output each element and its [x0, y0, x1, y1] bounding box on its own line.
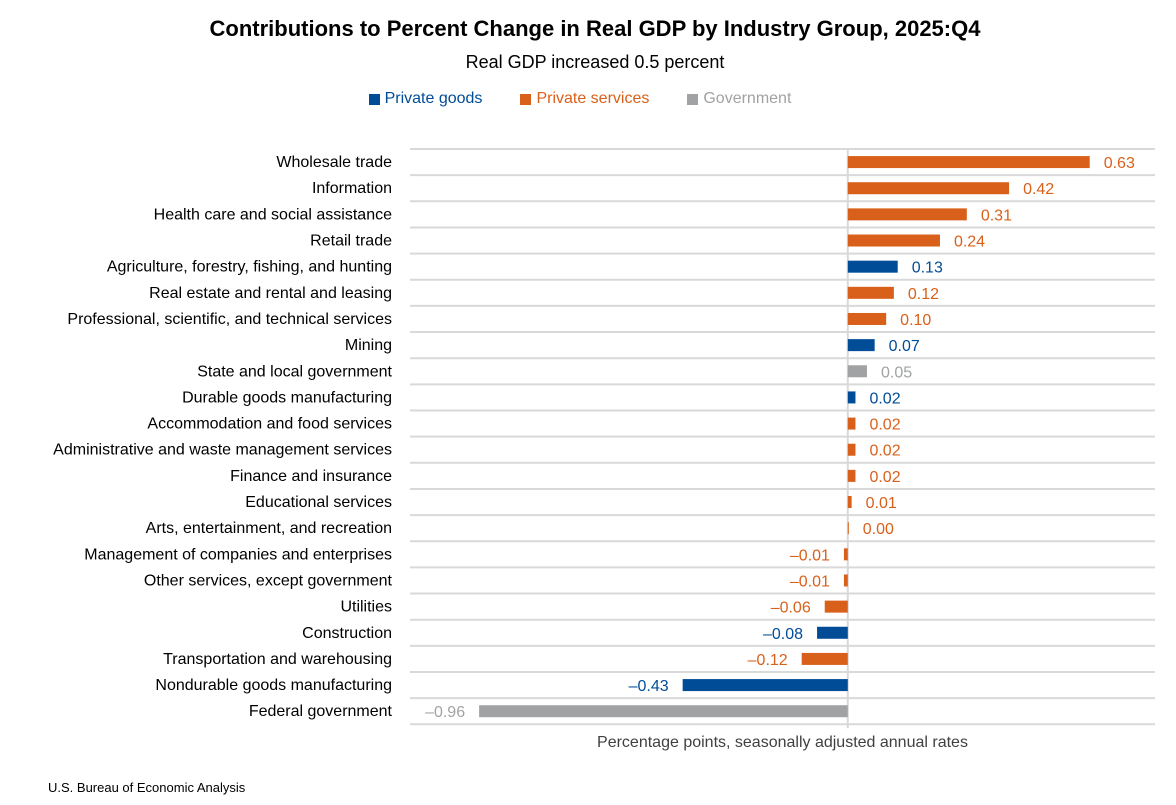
category-label: Wholesale trade [276, 154, 392, 171]
category-label: Educational services [245, 494, 392, 511]
bar [824, 600, 848, 613]
bar [847, 312, 887, 325]
data-label: 0.31 [981, 207, 1012, 224]
legend-item-private-services: Private services [520, 90, 649, 108]
bar [847, 260, 898, 273]
category-label: Transportation and warehousing [163, 651, 392, 668]
data-label: 0.07 [889, 338, 920, 355]
legend-swatch [687, 93, 699, 105]
bar [682, 679, 848, 692]
data-label: 0.00 [863, 521, 894, 538]
category-label: Accommodation and food services [147, 416, 392, 433]
bar [847, 365, 867, 378]
bar [847, 234, 940, 247]
bar [847, 522, 849, 535]
category-label: Retail trade [310, 233, 392, 250]
legend-swatch [368, 93, 380, 105]
data-label: 0.24 [954, 234, 985, 251]
data-label: –0.01 [790, 573, 830, 590]
bar [847, 208, 967, 221]
data-label: –0.96 [425, 704, 465, 721]
data-label: 0.42 [1023, 181, 1054, 198]
data-label: 0.10 [900, 312, 931, 329]
data-label: 0.01 [866, 495, 897, 512]
legend-label: Government [703, 90, 792, 107]
bar [843, 574, 848, 587]
legend-label: Private goods [384, 90, 483, 107]
chart-title: Contributions to Percent Change in Real … [209, 16, 981, 41]
category-label: Mining [345, 337, 392, 354]
bar [847, 156, 1090, 169]
category-label: State and local government [197, 363, 392, 380]
data-label: 0.02 [869, 469, 900, 486]
category-label: Nondurable goods manufacturing [155, 677, 392, 694]
bar [847, 339, 875, 352]
bar [847, 286, 894, 299]
category-label: Utilities [340, 599, 392, 616]
data-label: –0.06 [771, 600, 811, 617]
legend-swatch [520, 93, 532, 105]
data-label: 0.12 [908, 286, 939, 303]
bar [847, 469, 856, 482]
category-label: Administrative and waste management serv… [53, 442, 392, 459]
bar [801, 652, 848, 665]
category-label: Professional, scientific, and technical … [67, 311, 392, 328]
data-label: –0.01 [790, 547, 830, 564]
category-label: Finance and insurance [230, 468, 392, 485]
chart-subtitle: Real GDP increased 0.5 percent [465, 52, 725, 72]
data-label: –0.12 [748, 652, 788, 669]
data-label: 0.13 [912, 260, 943, 277]
legend-item-government: Government [687, 90, 791, 108]
category-label: Arts, entertainment, and recreation [146, 520, 392, 537]
bar [847, 391, 856, 404]
bar [843, 548, 848, 561]
data-label: 0.02 [869, 390, 900, 407]
legend: Private goods Private services Governmen… [0, 90, 1160, 108]
bar [847, 182, 1010, 195]
bar [847, 417, 856, 430]
category-label: Real estate and rental and leasing [149, 285, 392, 302]
category-label: Other services, except government [144, 572, 393, 589]
bar [847, 496, 852, 509]
x-axis-label: Percentage points, seasonally adjusted a… [597, 734, 968, 751]
bar [847, 443, 856, 456]
source-note: U.S. Bureau of Economic Analysis [48, 780, 246, 795]
legend-item-private-goods: Private goods [368, 90, 483, 108]
data-label: 0.02 [869, 443, 900, 460]
category-label: Health care and social assistance [154, 206, 392, 223]
bar [817, 626, 848, 639]
category-label: Management of companies and enterprises [84, 546, 392, 563]
data-label: –0.43 [629, 678, 669, 695]
category-label: Information [312, 180, 392, 197]
category-label: Construction [302, 625, 392, 642]
category-label: Durable goods manufacturing [182, 389, 392, 406]
data-label: 0.05 [881, 364, 912, 381]
data-label: –0.08 [763, 626, 803, 643]
category-label: Federal government [249, 703, 393, 720]
data-label: 0.02 [869, 417, 900, 434]
category-label: Agriculture, forestry, fishing, and hunt… [107, 259, 392, 276]
data-label: 0.63 [1104, 155, 1135, 172]
bar [479, 705, 848, 718]
legend-label: Private services [536, 90, 650, 107]
